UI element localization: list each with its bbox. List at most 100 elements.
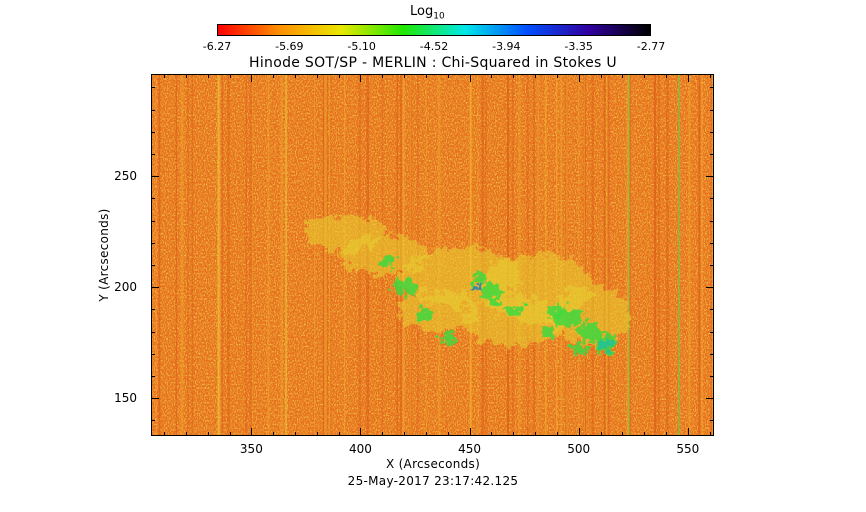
- colorbar-title-subscript: 10: [433, 11, 445, 22]
- axis-tick-mark: [151, 198, 155, 200]
- axis-tick-mark: [710, 87, 714, 89]
- axis-tick-mark: [151, 153, 155, 155]
- x-tick-label: 400: [349, 442, 372, 456]
- axis-tick-mark: [491, 74, 493, 78]
- axis-tick-mark: [710, 420, 714, 422]
- axis-tick-mark: [229, 432, 231, 436]
- axis-tick-mark: [710, 153, 714, 155]
- axis-tick-mark: [491, 432, 493, 436]
- axis-tick-mark: [687, 428, 689, 436]
- axis-tick-mark: [151, 87, 155, 89]
- axis-tick-mark: [706, 176, 714, 178]
- axis-tick-mark: [710, 353, 714, 355]
- axis-tick-mark: [447, 432, 449, 436]
- axis-tick-mark: [600, 74, 602, 78]
- axis-tick-mark: [151, 242, 155, 244]
- colorbar: [217, 24, 651, 36]
- axis-tick-mark: [425, 74, 427, 78]
- axis-tick-mark: [295, 74, 297, 78]
- axis-tick-mark: [687, 74, 689, 82]
- axis-tick-mark: [710, 264, 714, 266]
- axis-tick-mark: [295, 432, 297, 436]
- axis-tick-mark: [207, 432, 209, 436]
- axis-tick-mark: [709, 432, 711, 436]
- x-tick-label: 450: [458, 442, 482, 456]
- timestamp: 25-May-2017 23:17:42.125: [347, 474, 519, 488]
- axis-tick-mark: [710, 376, 714, 378]
- axis-tick-mark: [665, 432, 667, 436]
- colorbar-tick-label: -3.94: [492, 40, 521, 53]
- axis-tick-mark: [185, 74, 187, 78]
- colorbar-title-text: Log: [410, 4, 434, 19]
- axis-tick-mark: [535, 74, 537, 78]
- axis-tick-mark: [207, 74, 209, 78]
- axis-tick-mark: [710, 131, 714, 133]
- axis-tick-mark: [535, 432, 537, 436]
- axis-tick-mark: [151, 420, 155, 422]
- axis-tick-mark: [273, 432, 275, 436]
- axis-tick-mark: [665, 74, 667, 78]
- axis-tick-mark: [404, 74, 406, 78]
- axis-tick-mark: [151, 176, 159, 178]
- axis-tick-mark: [469, 428, 471, 436]
- colorbar-tick-label: -5.10: [347, 40, 376, 53]
- axis-tick-mark: [338, 74, 340, 78]
- axis-tick-mark: [273, 74, 275, 78]
- axis-tick-mark: [151, 131, 155, 133]
- axis-tick-mark: [404, 432, 406, 436]
- axis-tick-mark: [556, 74, 558, 78]
- colorbar-tick-label: -6.27: [202, 40, 232, 53]
- axis-tick-mark: [316, 432, 318, 436]
- x-tick-label: 350: [239, 442, 263, 456]
- colorbar-tick-label: -4.52: [419, 40, 449, 53]
- colorbar-tick-label: -5.69: [275, 40, 304, 53]
- axis-tick-mark: [644, 74, 646, 78]
- axis-tick-mark: [164, 74, 166, 78]
- axis-tick-mark: [513, 74, 515, 78]
- axis-tick-mark: [360, 74, 362, 82]
- axis-tick-mark: [151, 353, 155, 355]
- y-tick-label: 150: [114, 391, 137, 406]
- axis-tick-mark: [251, 74, 253, 82]
- axis-tick-mark: [622, 432, 624, 436]
- axis-tick-mark: [710, 198, 714, 200]
- y-tick-label: 200: [114, 280, 137, 295]
- axis-tick-mark: [151, 109, 155, 111]
- axis-tick-mark: [151, 309, 155, 311]
- colorbar-tick-label: -3.35: [564, 40, 593, 53]
- axis-tick-mark: [425, 432, 427, 436]
- plot-title: Hinode SOT/SP - MERLIN : Chi-Squared in …: [249, 55, 617, 71]
- axis-tick-mark: [185, 432, 187, 436]
- axis-tick-mark: [578, 74, 580, 82]
- axis-tick-mark: [338, 432, 340, 436]
- x-tick-label: 550: [676, 442, 700, 456]
- axis-tick-mark: [164, 432, 166, 436]
- axis-tick-mark: [382, 432, 384, 436]
- axis-tick-mark: [706, 398, 714, 400]
- axis-tick-mark: [710, 309, 714, 311]
- x-axis-label: X (Arcseconds): [385, 457, 481, 471]
- axis-tick-mark: [710, 109, 714, 111]
- axis-tick-mark: [360, 428, 362, 436]
- axis-tick-mark: [151, 331, 155, 333]
- y-axis-label: Y (Arcseconds): [97, 208, 111, 302]
- colorbar-title: Log10: [410, 4, 445, 22]
- axis-tick-mark: [229, 74, 231, 78]
- axis-tick-mark: [151, 264, 155, 266]
- axis-tick-mark: [706, 287, 714, 289]
- axis-tick-mark: [556, 432, 558, 436]
- heatmap-image: [152, 75, 713, 435]
- axis-tick-mark: [251, 428, 253, 436]
- axis-tick-mark: [600, 432, 602, 436]
- axis-tick-mark: [151, 398, 159, 400]
- axis-tick-mark: [151, 220, 155, 222]
- axis-tick-mark: [710, 220, 714, 222]
- axis-tick-mark: [382, 74, 384, 78]
- axis-tick-mark: [513, 432, 515, 436]
- axis-tick-mark: [578, 428, 580, 436]
- x-tick-label: 500: [567, 442, 591, 456]
- colorbar-tick-label: -2.77: [636, 40, 666, 53]
- axis-tick-mark: [644, 432, 646, 436]
- axis-tick-mark: [710, 242, 714, 244]
- axis-tick-mark: [622, 74, 624, 78]
